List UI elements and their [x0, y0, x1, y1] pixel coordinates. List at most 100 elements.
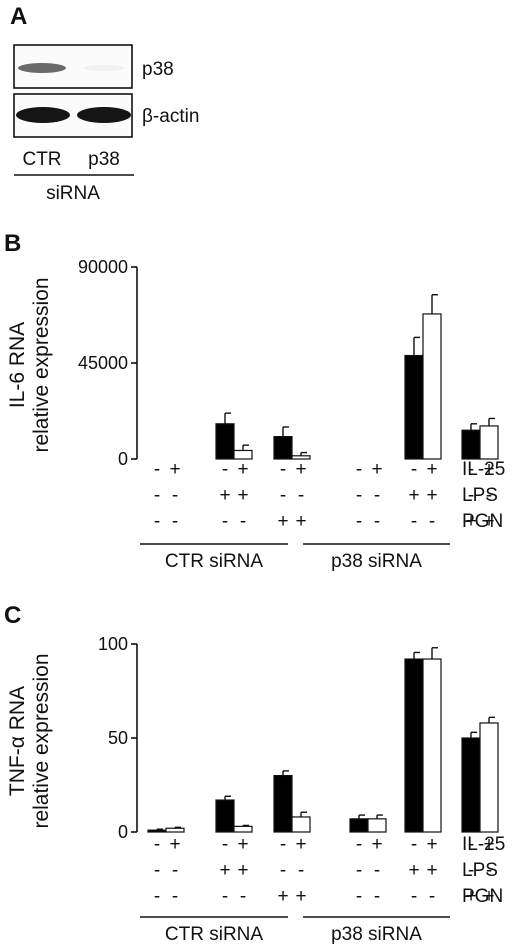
- bar-black: [273, 436, 293, 460]
- condition-sign: -: [280, 834, 286, 855]
- condition-label: IL-25: [462, 459, 505, 480]
- lane-label-ctr: CTR: [22, 149, 61, 170]
- condition-label: PGN: [462, 886, 503, 907]
- y-tick-label: 90000: [78, 257, 128, 277]
- y-tick-label: 0: [118, 822, 128, 842]
- condition-sign: -: [222, 886, 228, 907]
- condition-sign: +: [408, 860, 419, 881]
- condition-sign: +: [237, 459, 248, 480]
- condition-sign: -: [356, 459, 362, 480]
- condition-sign: +: [483, 834, 494, 855]
- condition-label: LPS: [462, 485, 498, 506]
- condition-sign: -: [298, 860, 304, 881]
- condition-sign: -: [154, 511, 160, 532]
- condition-sign: +: [237, 485, 248, 506]
- bar-white: [422, 313, 442, 460]
- band-label-actin: β-actin: [142, 106, 199, 127]
- condition-sign: -: [411, 511, 417, 532]
- condition-sign: +: [371, 459, 382, 480]
- condition-sign: -: [486, 485, 492, 506]
- condition-sign: -: [411, 886, 417, 907]
- condition-sign: -: [356, 886, 362, 907]
- condition-sign: +: [219, 485, 230, 506]
- condition-sign: -: [222, 511, 228, 532]
- bar-white: [291, 816, 311, 833]
- bar-black: [461, 737, 481, 833]
- condition-sign: -: [154, 459, 160, 480]
- bar-white: [165, 827, 185, 833]
- condition-sign: -: [154, 834, 160, 855]
- condition-sign: +: [169, 834, 180, 855]
- condition-sign: +: [483, 886, 494, 907]
- condition-sign: -: [280, 485, 286, 506]
- condition-sign: -: [154, 886, 160, 907]
- condition-sign: -: [280, 860, 286, 881]
- condition-sign: +: [465, 511, 476, 532]
- condition-label: LPS: [462, 860, 498, 881]
- condition-sign: -: [240, 886, 246, 907]
- condition-sign: +: [237, 860, 248, 881]
- condition-sign: +: [219, 860, 230, 881]
- y-tick-label: 50: [108, 728, 128, 748]
- condition-sign: -: [172, 485, 178, 506]
- y-axis-label: relative expression: [30, 277, 53, 452]
- condition-sign: +: [426, 485, 437, 506]
- condition-sign: +: [483, 511, 494, 532]
- condition-sign: -: [411, 834, 417, 855]
- condition-sign: +: [483, 459, 494, 480]
- condition-sign: -: [240, 511, 246, 532]
- condition-sign: -: [468, 485, 474, 506]
- y-axis-label: TNF-α RNA: [6, 686, 29, 796]
- group-label: CTR siRNA: [165, 924, 263, 945]
- panel-c-label: C: [4, 602, 21, 629]
- condition-sign: -: [356, 860, 362, 881]
- condition-sign: +: [295, 886, 306, 907]
- bar-white: [422, 658, 442, 833]
- lane-label-p38: p38: [88, 149, 120, 170]
- condition-sign: +: [371, 834, 382, 855]
- bar-black: [215, 423, 235, 460]
- bar-white: [233, 449, 253, 460]
- condition-sign: -: [411, 459, 417, 480]
- condition-label: PGN: [462, 511, 503, 532]
- condition-sign: -: [486, 860, 492, 881]
- condition-sign: -: [222, 834, 228, 855]
- band-actin-ctr: [16, 107, 70, 123]
- condition-label: IL-25: [462, 834, 505, 855]
- band-p38-ctr: [18, 63, 66, 73]
- panel-b-label: B: [4, 230, 21, 257]
- condition-sign: -: [172, 886, 178, 907]
- sirna-label: siRNA: [46, 183, 100, 204]
- bar-black: [404, 658, 424, 833]
- condition-sign: -: [280, 459, 286, 480]
- bar-black: [147, 829, 167, 833]
- condition-sign: +: [277, 511, 288, 532]
- bar-black: [349, 818, 369, 833]
- condition-sign: -: [356, 834, 362, 855]
- condition-sign: -: [374, 886, 380, 907]
- condition-sign: -: [374, 511, 380, 532]
- condition-sign: -: [356, 485, 362, 506]
- condition-sign: +: [426, 459, 437, 480]
- band-p38-knockdown: [84, 65, 124, 71]
- condition-sign: -: [374, 860, 380, 881]
- condition-sign: +: [295, 511, 306, 532]
- condition-sign: -: [298, 485, 304, 506]
- condition-sign: +: [237, 834, 248, 855]
- condition-sign: -: [468, 860, 474, 881]
- bar-black: [404, 354, 424, 460]
- y-tick-label: 45000: [78, 353, 128, 373]
- group-label: CTR siRNA: [165, 551, 263, 572]
- condition-sign: +: [426, 834, 437, 855]
- bar-black: [273, 774, 293, 833]
- condition-sign: +: [295, 459, 306, 480]
- condition-sign: -: [468, 834, 474, 855]
- bar-black: [461, 429, 481, 460]
- panel-a-label: A: [10, 3, 27, 30]
- western-blot: [13, 44, 133, 138]
- condition-sign: +: [277, 886, 288, 907]
- condition-sign: -: [172, 860, 178, 881]
- y-axis-label: relative expression: [30, 653, 53, 828]
